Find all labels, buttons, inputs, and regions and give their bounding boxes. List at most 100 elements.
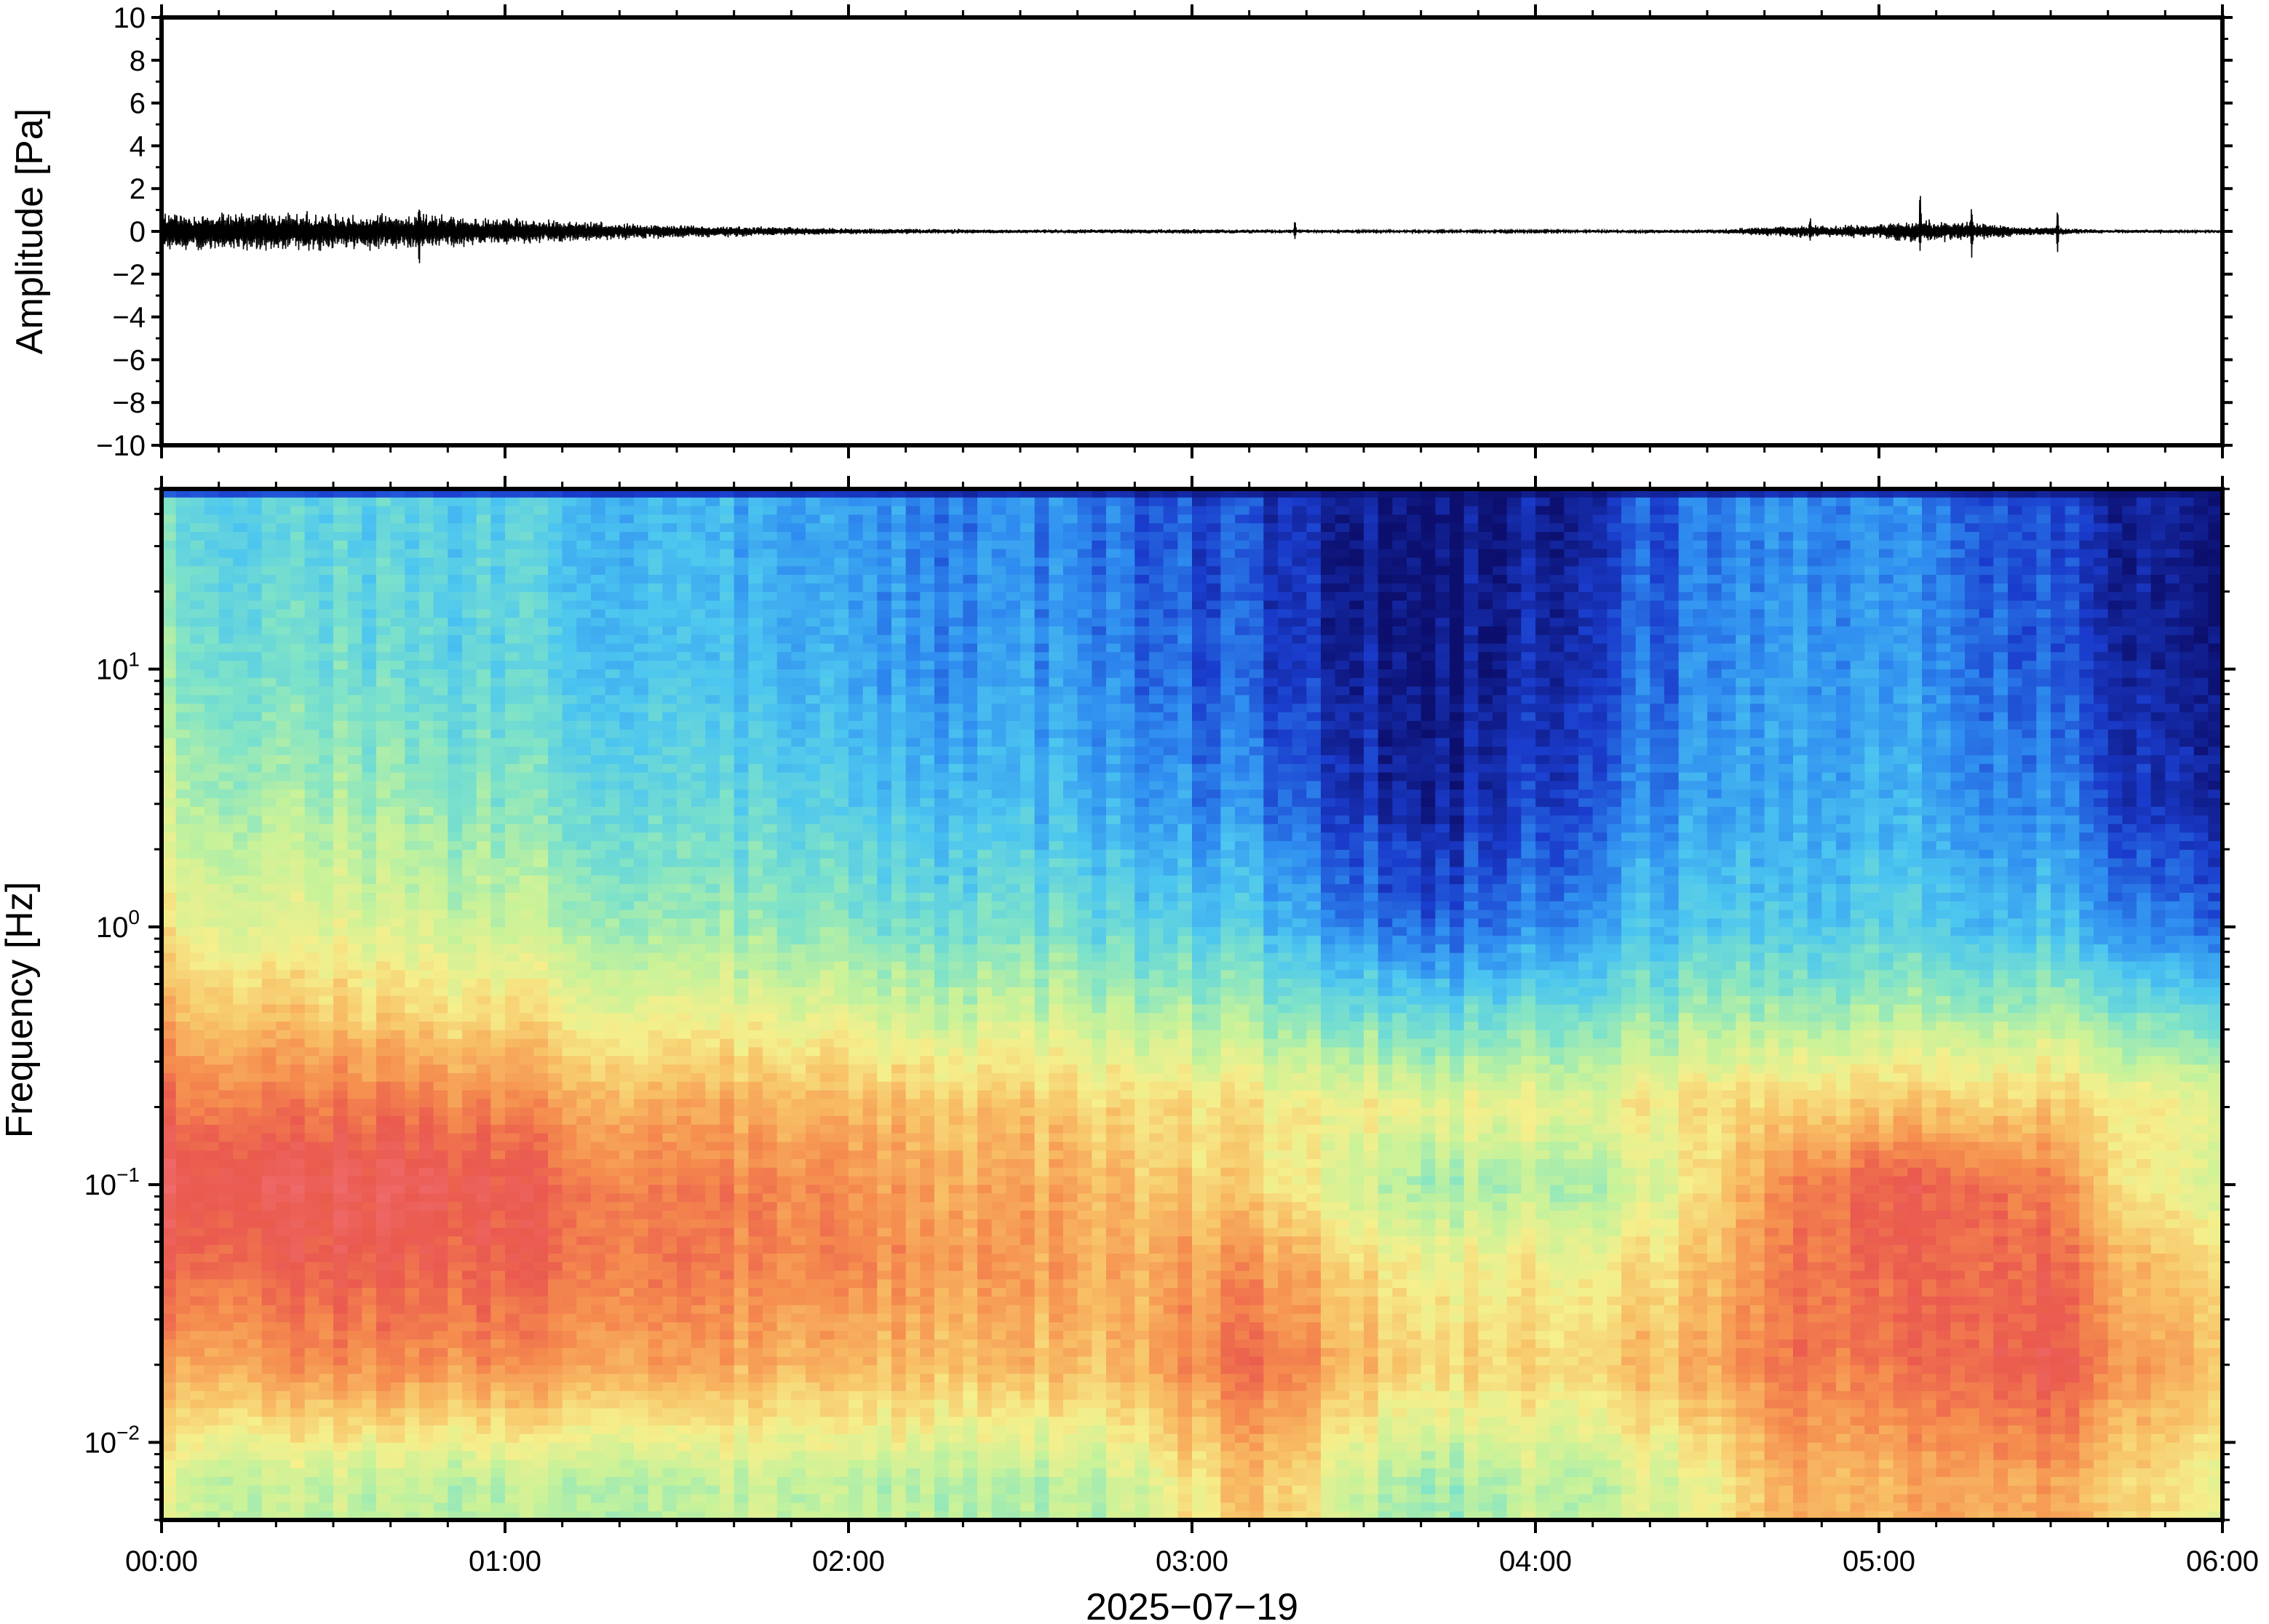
- spectrogram-cell: [462, 1167, 477, 1177]
- spectrogram-cell: [333, 987, 349, 997]
- spectrogram-cell: [591, 892, 606, 902]
- spectrogram-cell: [419, 832, 434, 842]
- spectrogram-cell: [261, 1322, 277, 1332]
- spectrogram-cell: [276, 695, 291, 704]
- spectrogram-cell: [276, 1210, 291, 1220]
- spectrogram-cell: [204, 1090, 220, 1099]
- spectrogram-cell: [333, 1245, 349, 1254]
- spectrogram-cell: [448, 626, 463, 636]
- spectrogram-cell: [548, 1047, 563, 1056]
- spectrogram-cell: [505, 1253, 520, 1263]
- spectrogram-cell: [662, 1004, 677, 1014]
- spectrogram-cell: [591, 979, 606, 988]
- spectrogram-cell: [175, 1056, 191, 1065]
- spectrogram-cell: [247, 798, 263, 808]
- spectrogram-cell: [691, 884, 706, 893]
- spectrogram-cell: [433, 747, 448, 756]
- spectrogram-cell: [705, 1116, 720, 1126]
- spectrogram-cell: [304, 1090, 319, 1099]
- spectrogram-cell: [505, 1064, 520, 1074]
- spectrogram-cell: [162, 798, 177, 808]
- spectrogram-cell: [419, 1219, 434, 1229]
- spectrogram-cell: [734, 918, 749, 928]
- spectrogram-cell: [591, 755, 606, 765]
- spectrogram-cell: [190, 1270, 205, 1280]
- spectrogram-cell: [319, 695, 334, 704]
- spectrogram-cell: [705, 720, 720, 731]
- spectrogram-cell: [390, 1047, 405, 1056]
- spectrogram-cell: [390, 514, 405, 524]
- spectrogram-cell: [691, 729, 706, 739]
- spectrogram-cell: [362, 506, 377, 516]
- spectrogram-cell: [162, 1382, 177, 1392]
- spectrogram-cell: [376, 1433, 392, 1444]
- spectrogram-cell: [562, 514, 577, 524]
- spectrogram-cell: [490, 832, 506, 842]
- spectrogram-cell: [591, 1390, 606, 1401]
- spectrogram-cell: [648, 1202, 663, 1211]
- spectrogram-cell: [462, 1408, 477, 1417]
- spectrogram-cell: [190, 798, 205, 808]
- spectrogram-cell: [304, 1227, 319, 1237]
- spectrogram-cell: [490, 970, 506, 979]
- spectrogram-cell: [376, 618, 392, 627]
- spectrogram-cell: [247, 506, 263, 516]
- spectrogram-cell: [290, 1099, 306, 1108]
- spectrogram-cell: [548, 592, 563, 602]
- spectrogram-cell: [691, 1202, 706, 1211]
- spectrogram-cell: [233, 1494, 248, 1503]
- spectrogram-cell: [333, 841, 349, 851]
- spectrogram-cell: [247, 995, 263, 1006]
- spectrogram-cell: [662, 592, 677, 602]
- spectrogram-cell: [204, 979, 220, 988]
- spectrogram-cell: [533, 1176, 549, 1186]
- spectrogram-cell: [591, 1159, 606, 1169]
- spectrogram-cell: [591, 1193, 606, 1203]
- spectrogram-cell: [448, 643, 463, 653]
- spectrogram-cell: [233, 1219, 248, 1229]
- spectrogram-cell: [662, 497, 677, 507]
- spectrogram-cell: [419, 1374, 434, 1383]
- spectrogram-cell: [261, 1210, 277, 1220]
- spectrogram-cell: [261, 1202, 277, 1211]
- spectrogram-cell: [333, 789, 349, 799]
- spectrogram-cell: [634, 832, 649, 842]
- spectrogram-cell: [290, 1417, 306, 1426]
- spectrogram-cell: [691, 772, 706, 782]
- spectrogram-cell: [448, 755, 463, 765]
- spectrogram-cell: [705, 575, 720, 584]
- spectrogram-cell: [490, 600, 506, 610]
- spectrogram-cell: [204, 747, 220, 756]
- spectrogram-cell: [605, 1356, 620, 1366]
- spectrogram-cell: [390, 532, 405, 541]
- spectrogram-cell: [619, 1176, 635, 1186]
- spectrogram-cell: [591, 1167, 606, 1177]
- spectrogram-cell: [705, 961, 720, 971]
- spectrogram-cell: [190, 704, 205, 713]
- spectrogram-cell: [390, 489, 405, 498]
- spectrogram-cell: [218, 1296, 234, 1306]
- spectrogram-cell: [548, 1013, 563, 1022]
- spectrogram-cell: [433, 892, 448, 902]
- spectrogram-cell: [433, 1004, 448, 1014]
- spectrogram-cell: [720, 695, 735, 704]
- spectrogram-cell: [362, 1193, 377, 1203]
- spectrogram-cell: [304, 1485, 319, 1495]
- spectrogram-cell: [562, 747, 577, 756]
- spectrogram-cell: [720, 815, 735, 825]
- spectrogram-cell: [162, 1511, 177, 1520]
- spectrogram-cell: [648, 497, 663, 507]
- spectrogram-cell: [734, 626, 749, 636]
- spectrogram-cell: [548, 1099, 563, 1108]
- spectrogram-cell: [319, 1322, 334, 1332]
- spectrogram-cell: [390, 566, 405, 576]
- spectrogram-cell: [448, 772, 463, 782]
- spectrogram-cell: [634, 1064, 649, 1074]
- spectrogram-cell: [448, 1313, 463, 1324]
- spectrogram-cell: [333, 1408, 349, 1417]
- spectrogram-cell: [190, 1133, 205, 1143]
- spectrogram-cell: [390, 712, 405, 722]
- spectrogram-cell: [276, 952, 291, 963]
- spectrogram-cell: [591, 1210, 606, 1220]
